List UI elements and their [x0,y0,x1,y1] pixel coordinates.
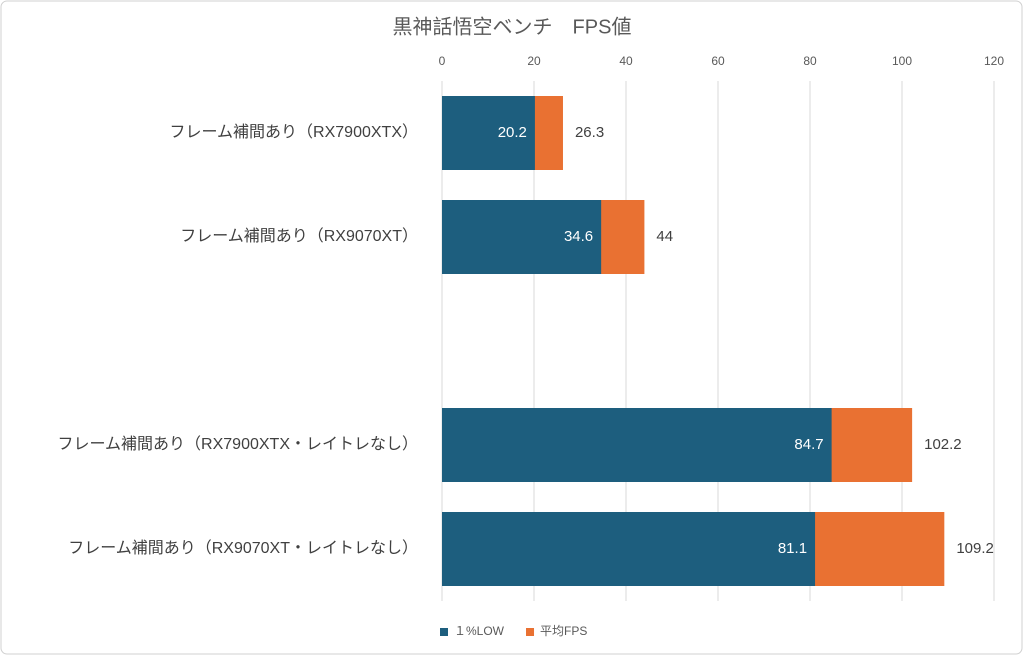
bar [442,200,602,274]
y-tick-label: フレーム補間あり（RX9070XT） [180,227,418,245]
legend-label: １%LOW [454,624,505,638]
value-label: 34.6 [564,228,593,245]
value-label: 81.1 [778,540,807,557]
x-tick-label: 80 [803,54,817,68]
value-label: 26.3 [575,124,604,141]
legend-swatch [526,628,535,636]
x-tick-label: 60 [711,54,725,68]
value-label: 20.2 [498,124,527,141]
value-label: 109.2 [956,540,994,557]
y-tick-label: フレーム補間あり（RX9070XT・レイトレなし） [68,539,418,557]
x-tick-label: 20 [527,54,541,68]
x-tick-label: 40 [619,54,633,68]
x-tick-label: 100 [892,54,912,68]
legend-label: 平均FPS [540,624,587,638]
x-tick-label: 120 [984,54,1004,68]
value-label: 44 [656,228,673,245]
x-tick-label: 0 [439,54,446,68]
bar [442,408,832,482]
bar [442,512,816,586]
value-label: 102.2 [924,436,962,453]
bar [442,96,535,170]
chart-title: 黒神話悟空ベンチ FPS値 [393,15,632,38]
y-tick-label: フレーム補間あり（RX7900XTX） [170,123,418,141]
y-tick-label: フレーム補間あり（RX7900XTX・レイトレなし） [58,435,418,453]
value-label: 84.7 [794,436,823,453]
legend-swatch [440,628,448,636]
